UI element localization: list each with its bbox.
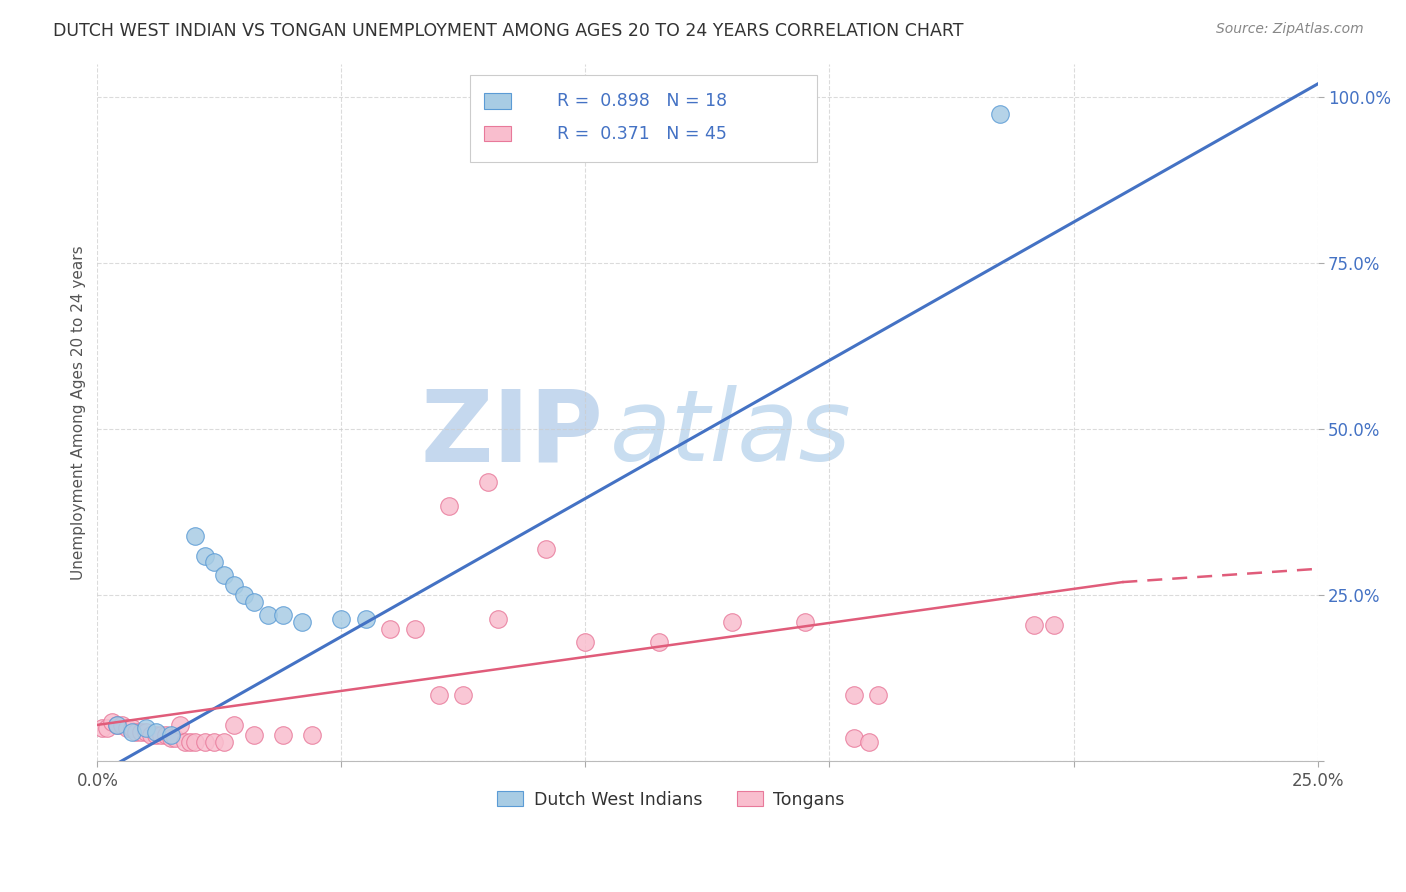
Point — [194, 734, 217, 748]
Point — [794, 615, 817, 629]
Point — [155, 728, 177, 742]
Text: R =  0.371   N = 45: R = 0.371 N = 45 — [557, 125, 727, 143]
Point — [354, 612, 377, 626]
Point — [139, 728, 162, 742]
Point — [842, 731, 865, 746]
Text: DUTCH WEST INDIAN VS TONGAN UNEMPLOYMENT AMONG AGES 20 TO 24 YEARS CORRELATION C: DUTCH WEST INDIAN VS TONGAN UNEMPLOYMENT… — [53, 22, 965, 40]
Point — [842, 688, 865, 702]
Point — [574, 635, 596, 649]
Point — [242, 595, 264, 609]
Point — [165, 731, 187, 746]
Point — [486, 612, 509, 626]
Point — [204, 734, 226, 748]
Point — [257, 608, 280, 623]
Text: R =  0.898   N = 18: R = 0.898 N = 18 — [557, 92, 727, 110]
Point — [647, 635, 669, 649]
Point — [222, 578, 245, 592]
Point — [271, 728, 294, 742]
Point — [427, 688, 450, 702]
Point — [212, 734, 235, 748]
Point — [404, 622, 426, 636]
Point — [145, 724, 167, 739]
FancyBboxPatch shape — [470, 75, 817, 161]
Point — [222, 718, 245, 732]
Point — [330, 612, 353, 626]
Point — [111, 718, 134, 732]
Point — [101, 714, 124, 729]
Point — [868, 688, 890, 702]
Point — [115, 721, 138, 735]
Point — [121, 721, 143, 735]
Point — [174, 734, 197, 748]
Point — [129, 724, 152, 739]
Point — [179, 734, 201, 748]
Point — [135, 721, 157, 735]
Point — [184, 734, 207, 748]
Point — [988, 107, 1011, 121]
FancyBboxPatch shape — [484, 94, 510, 109]
Point — [232, 588, 254, 602]
Point — [184, 528, 207, 542]
Y-axis label: Unemployment Among Ages 20 to 24 years: Unemployment Among Ages 20 to 24 years — [72, 245, 86, 580]
Point — [291, 615, 314, 629]
Text: ZIP: ZIP — [420, 385, 603, 483]
Point — [437, 499, 460, 513]
Point — [1043, 618, 1066, 632]
Point — [380, 622, 402, 636]
Point — [169, 718, 191, 732]
Point — [125, 724, 148, 739]
FancyBboxPatch shape — [484, 126, 510, 142]
Point — [858, 734, 880, 748]
Point — [477, 475, 499, 490]
Point — [96, 721, 118, 735]
Point — [1024, 618, 1046, 632]
Point — [105, 718, 128, 732]
Point — [204, 555, 226, 569]
Point — [149, 728, 172, 742]
Point — [301, 728, 323, 742]
Legend: Dutch West Indians, Tongans: Dutch West Indians, Tongans — [491, 783, 852, 815]
Point — [271, 608, 294, 623]
Point — [105, 718, 128, 732]
Point — [159, 731, 181, 746]
Point — [242, 728, 264, 742]
Point — [121, 724, 143, 739]
Point — [536, 541, 558, 556]
Point — [91, 721, 114, 735]
Text: Source: ZipAtlas.com: Source: ZipAtlas.com — [1216, 22, 1364, 37]
Point — [145, 728, 167, 742]
Point — [159, 728, 181, 742]
Point — [194, 549, 217, 563]
Text: atlas: atlas — [610, 385, 852, 483]
Point — [453, 688, 475, 702]
Point — [721, 615, 744, 629]
Point — [212, 568, 235, 582]
Point — [135, 724, 157, 739]
